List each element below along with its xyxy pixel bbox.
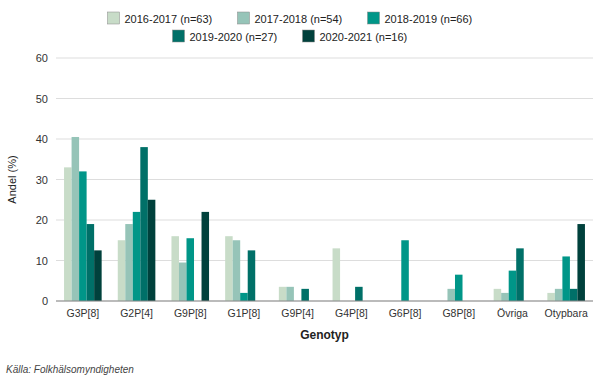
bar bbox=[171, 236, 179, 301]
bar bbox=[555, 289, 563, 301]
series bbox=[94, 200, 585, 301]
legend-item: 2018-2019 (n=66) bbox=[368, 12, 473, 25]
grid-line bbox=[56, 301, 593, 302]
x-tick-label: Otypbara bbox=[545, 307, 588, 319]
bar bbox=[301, 289, 309, 301]
legend-label: 2020-2021 (n=16) bbox=[320, 31, 408, 43]
bar bbox=[570, 289, 578, 301]
legend-item: 2020-2021 (n=16) bbox=[303, 30, 408, 43]
x-tick-label: G3P[8] bbox=[67, 307, 100, 319]
bar bbox=[72, 137, 80, 301]
bar bbox=[125, 224, 133, 301]
bar bbox=[516, 248, 524, 301]
bar bbox=[186, 238, 194, 301]
y-tick-label: 10 bbox=[36, 255, 48, 267]
grid-line bbox=[56, 139, 593, 140]
bar bbox=[333, 248, 341, 301]
bar bbox=[248, 250, 256, 301]
bars bbox=[64, 137, 585, 301]
y-tick-label: 50 bbox=[36, 93, 48, 105]
legend-swatch bbox=[368, 12, 380, 24]
bar bbox=[79, 171, 87, 301]
y-axis: 0 10 20 30 40 50 60 bbox=[36, 52, 593, 307]
x-tick-label: G8P[8] bbox=[442, 307, 475, 319]
bar bbox=[401, 240, 409, 301]
bar bbox=[87, 224, 95, 301]
bar bbox=[118, 240, 126, 301]
bar bbox=[355, 287, 363, 301]
x-tick-label: G4P[8] bbox=[335, 307, 368, 319]
legend-item: 2017-2018 (n=54) bbox=[238, 12, 343, 25]
legend-swatch bbox=[303, 30, 315, 42]
series bbox=[64, 167, 555, 301]
bar bbox=[447, 289, 455, 301]
x-tick-label: G2P[4] bbox=[120, 307, 153, 319]
legend-swatch bbox=[238, 12, 250, 24]
legend-label: 2018-2019 (n=66) bbox=[385, 13, 473, 25]
y-tick-label: 0 bbox=[42, 295, 48, 307]
bar bbox=[501, 293, 509, 301]
x-tick-label: G1P[8] bbox=[228, 307, 261, 319]
grid-line bbox=[56, 98, 593, 99]
bar bbox=[494, 289, 502, 301]
bar bbox=[202, 212, 210, 301]
legend: 2016-2017 (n=63) 2017-2018 (n=54) 2018-201… bbox=[108, 12, 473, 43]
bar bbox=[140, 147, 148, 301]
legend-label: 2017-2018 (n=54) bbox=[255, 13, 343, 25]
legend-label: 2016-2017 (n=63) bbox=[125, 13, 213, 25]
x-tick-label: Övriga bbox=[497, 307, 528, 319]
bar bbox=[233, 240, 241, 301]
bar bbox=[64, 167, 72, 301]
bar bbox=[94, 250, 102, 301]
y-tick-label: 60 bbox=[36, 52, 48, 64]
legend-item: 2016-2017 (n=63) bbox=[108, 12, 213, 25]
bar bbox=[240, 293, 248, 301]
legend-swatch bbox=[173, 30, 185, 42]
bar bbox=[286, 287, 294, 301]
series bbox=[72, 137, 563, 301]
bar bbox=[562, 256, 570, 301]
bar bbox=[455, 275, 463, 301]
x-tick-label: G6P[8] bbox=[389, 307, 422, 319]
y-axis-label: Andel (%) bbox=[6, 155, 18, 203]
x-axis-label: Genotyp bbox=[300, 328, 349, 342]
legend-swatch bbox=[108, 12, 120, 24]
bar bbox=[179, 263, 187, 301]
bar bbox=[577, 224, 585, 301]
bar bbox=[225, 236, 233, 301]
bar bbox=[279, 287, 287, 301]
legend-label: 2019-2020 (n=27) bbox=[190, 31, 278, 43]
bar bbox=[509, 271, 517, 301]
x-axis-line bbox=[56, 301, 593, 302]
bar bbox=[148, 200, 156, 301]
series bbox=[87, 147, 578, 301]
y-tick-label: 40 bbox=[36, 133, 48, 145]
chart: 0 10 20 30 40 50 60 G3P[8] G2P[4] G9P[8] G1P[8] G9P… bbox=[0, 0, 605, 379]
y-tick-label: 30 bbox=[36, 174, 48, 186]
x-tick-label: G9P[4] bbox=[281, 307, 314, 319]
y-tick-label: 20 bbox=[36, 214, 48, 226]
grid-line bbox=[56, 179, 593, 180]
x-tick-label: G9P[8] bbox=[174, 307, 207, 319]
source-note: Källa: Folkhälsomyndigheten bbox=[6, 364, 134, 375]
grid-line bbox=[56, 58, 593, 59]
legend-item: 2019-2020 (n=27) bbox=[173, 30, 278, 43]
bar bbox=[547, 293, 555, 301]
series bbox=[79, 171, 570, 301]
bar bbox=[133, 212, 141, 301]
x-axis: G3P[8] G2P[4] G9P[8] G1P[8] G9P[4] G4P[8] G6P[… bbox=[56, 301, 593, 319]
